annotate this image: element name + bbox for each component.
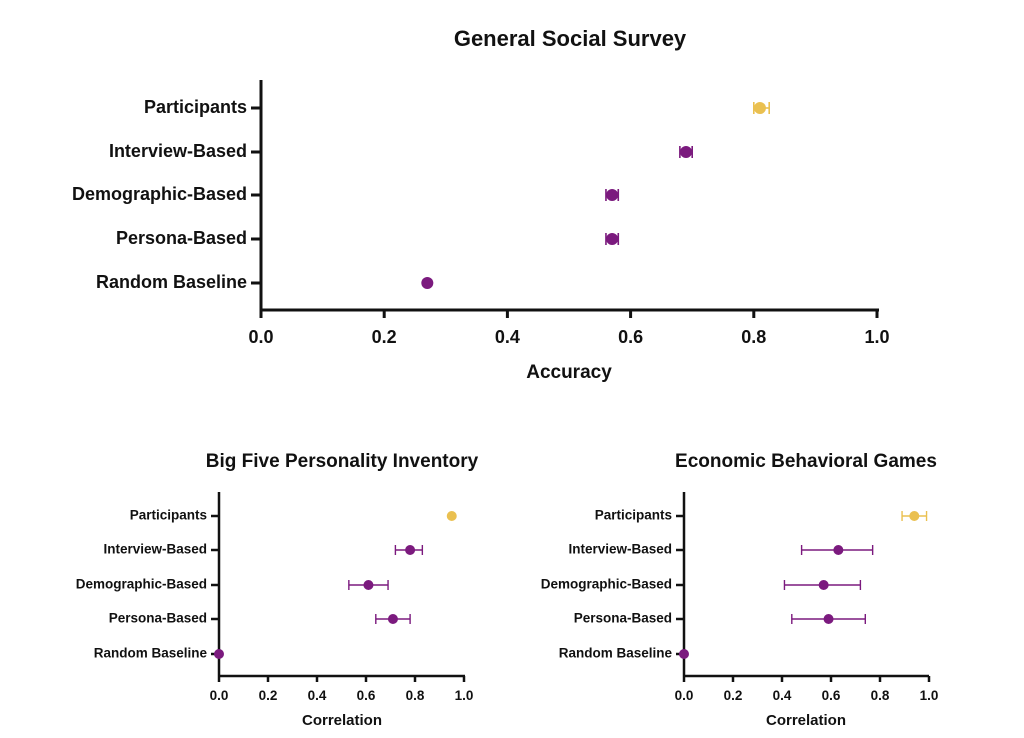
category-label-random-baseline: Random Baseline bbox=[96, 272, 247, 292]
point-marker bbox=[909, 511, 920, 521]
data-point-random-baseline bbox=[679, 649, 689, 659]
panel-general-social-survey: General Social Survey Participants Interv… bbox=[72, 26, 890, 383]
category-label-interview-based: Interview-Based bbox=[568, 542, 672, 557]
point-marker bbox=[818, 580, 829, 590]
x-tick-label: 0.0 bbox=[248, 327, 273, 347]
data-point-participants bbox=[901, 511, 928, 521]
point-marker bbox=[387, 614, 398, 624]
x-tick-label: 0.2 bbox=[724, 688, 743, 703]
data-point-random-baseline bbox=[421, 277, 434, 289]
data-point-random-baseline bbox=[214, 649, 224, 659]
x-tick-label: 0.4 bbox=[495, 327, 520, 347]
point-marker bbox=[679, 649, 689, 659]
point-marker bbox=[446, 511, 457, 521]
category-label-demographic-based: Demographic-Based bbox=[72, 184, 247, 204]
data-point-participants bbox=[446, 511, 457, 521]
panel-economic-behavioral-games: Economic Behavioral Games Participants In… bbox=[541, 451, 939, 729]
x-tick-label: 1.0 bbox=[864, 327, 889, 347]
category-label-random-baseline: Random Baseline bbox=[559, 646, 673, 661]
data-point-demographic-based bbox=[348, 580, 389, 590]
x-tick-label: 0.6 bbox=[618, 327, 643, 347]
category-label-persona-based: Persona-Based bbox=[116, 228, 247, 248]
x-axis-label: Accuracy bbox=[526, 362, 612, 383]
point-marker bbox=[214, 649, 224, 659]
data-point-persona-based bbox=[375, 614, 411, 624]
x-tick-label: 0.0 bbox=[675, 688, 694, 703]
x-tick-label: 0.2 bbox=[372, 327, 397, 347]
x-tick-label: 0.6 bbox=[822, 688, 841, 703]
x-tick-label: 0.4 bbox=[308, 688, 327, 703]
x-tick-label: 1.0 bbox=[455, 688, 474, 703]
data-point-demographic-based bbox=[783, 580, 862, 590]
data-point-persona-based bbox=[791, 614, 866, 624]
chart-title: Economic Behavioral Games bbox=[675, 451, 937, 472]
chart-title: Big Five Personality Inventory bbox=[206, 451, 479, 472]
data-point-demographic-based bbox=[605, 189, 620, 201]
point-marker bbox=[421, 277, 434, 289]
category-label-persona-based: Persona-Based bbox=[574, 611, 672, 626]
x-tick-label: 0.8 bbox=[741, 327, 766, 347]
x-tick-label: 0.8 bbox=[406, 688, 425, 703]
point-marker bbox=[363, 580, 374, 590]
category-label-demographic-based: Demographic-Based bbox=[541, 577, 672, 592]
point-marker bbox=[753, 102, 766, 114]
data-point-interview-based bbox=[679, 146, 694, 158]
point-marker bbox=[606, 189, 619, 201]
category-label-interview-based: Interview-Based bbox=[103, 542, 207, 557]
category-label-interview-based: Interview-Based bbox=[109, 141, 247, 161]
x-axis-label: Correlation bbox=[302, 712, 382, 729]
category-label-random-baseline: Random Baseline bbox=[94, 646, 208, 661]
data-point-interview-based bbox=[800, 545, 874, 555]
category-label-participants: Participants bbox=[144, 97, 247, 117]
category-label-demographic-based: Demographic-Based bbox=[76, 577, 207, 592]
x-tick-label: 0.2 bbox=[259, 688, 278, 703]
point-marker bbox=[606, 233, 619, 245]
panel-big-five-personality-inventory: Big Five Personality Inventory Participa… bbox=[76, 451, 479, 729]
x-tick-label: 1.0 bbox=[920, 688, 939, 703]
point-marker bbox=[833, 545, 844, 555]
point-marker bbox=[680, 146, 693, 158]
x-tick-label: 0.0 bbox=[210, 688, 229, 703]
point-marker bbox=[823, 614, 834, 624]
point-marker bbox=[405, 545, 416, 555]
x-axis-label: Correlation bbox=[766, 712, 846, 729]
category-label-participants: Participants bbox=[595, 508, 672, 523]
x-tick-label: 0.4 bbox=[773, 688, 792, 703]
category-label-participants: Participants bbox=[130, 508, 207, 523]
x-tick-label: 0.8 bbox=[871, 688, 890, 703]
data-point-participants bbox=[752, 102, 771, 114]
x-tick-label: 0.6 bbox=[357, 688, 376, 703]
data-point-persona-based bbox=[605, 233, 620, 245]
chart-title: General Social Survey bbox=[454, 26, 687, 51]
category-label-persona-based: Persona-Based bbox=[109, 611, 207, 626]
data-point-interview-based bbox=[394, 545, 424, 555]
